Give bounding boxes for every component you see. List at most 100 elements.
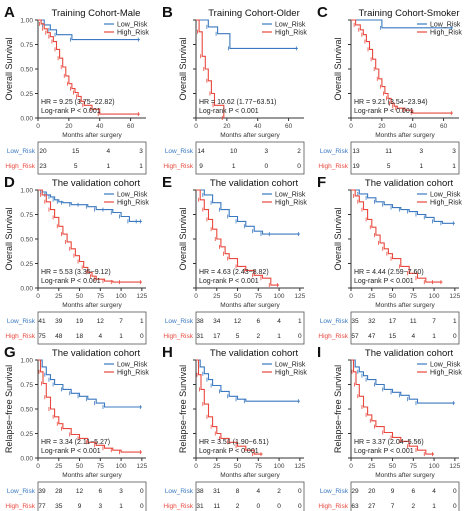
chart-title: The validation cohort: [52, 178, 141, 189]
x-tick-label: 0: [36, 293, 40, 300]
risk-table-cell: 31: [196, 333, 204, 340]
chart-title: The validation cohort: [365, 178, 454, 189]
risk-table-cell: 39: [38, 488, 46, 495]
y-tick-label: 0.00: [20, 286, 33, 293]
panel-label: H: [162, 344, 173, 361]
x-tick-label: 75: [97, 293, 105, 300]
x-axis-title: Months after surgery: [375, 132, 435, 139]
y-axis-title: Relapse−free Survival: [333, 365, 343, 453]
x-tick-label: 40: [96, 123, 104, 130]
risk-table-cell: 3: [139, 148, 143, 155]
y-tick-label: 0.75: [20, 42, 33, 49]
risk-table-box: [37, 311, 147, 345]
risk-table-cell: 32: [368, 318, 376, 325]
risk-table-cell: 4: [98, 333, 102, 340]
km-curve-low-risk: [196, 19, 298, 49]
x-tick-label: 50: [389, 463, 397, 470]
risk-table-cell: 35: [351, 318, 359, 325]
x-tick-label: 25: [55, 463, 63, 470]
log-rank-text: Log-rank P < 0.001: [199, 448, 259, 455]
risk-table-box: [37, 141, 147, 175]
panel-a: A Training Cohort-Male 0.00 0.25 0.50 0.75 1.0…: [4, 4, 149, 175]
x-tick-label: 50: [76, 293, 84, 300]
risk-table-cell: 57: [351, 333, 359, 340]
legend-label: Low_Risk: [117, 362, 148, 369]
risk-row-label-high: High_Risk: [318, 503, 348, 510]
risk-row-label-low: Low_Risk: [320, 488, 349, 495]
risk-table-box: [195, 481, 305, 511]
legend-label: Low_Risk: [117, 192, 148, 199]
km-curve-high-risk: [351, 359, 435, 455]
x-tick-label: 75: [255, 293, 263, 300]
hazard-ratio-text: HR = 5.53 (3.35−9.12): [41, 269, 111, 276]
km-curve-low-risk: [38, 19, 140, 41]
x-tick-label: 20: [378, 123, 386, 130]
risk-table-cell: 17: [213, 333, 221, 340]
x-axis-title: Months after surgery: [220, 302, 280, 309]
y-axis-title: Overall Survival: [333, 207, 343, 270]
risk-table-cell: 47: [368, 333, 376, 340]
y-tick-label: 0.00: [20, 116, 33, 123]
x-tick-label: 25: [368, 293, 376, 300]
risk-row-label-low: Low_Risk: [7, 318, 36, 325]
risk-table-box: [350, 311, 460, 345]
y-tick-label: 0.25: [20, 261, 33, 268]
x-axis-title: Months after surgery: [62, 472, 122, 479]
x-tick-label: 0: [194, 463, 198, 470]
y-tick-label: 0.00: [20, 456, 33, 463]
risk-table-cell: 1: [277, 333, 281, 340]
x-tick-label: 40: [254, 123, 262, 130]
risk-table-cell: 35: [55, 503, 63, 510]
y-axis-title: Overall Survival: [178, 207, 188, 270]
legend-label: Low_Risk: [430, 192, 461, 199]
x-axis-title: Months after surgery: [220, 132, 280, 139]
chart-title: Training Cohort-Male: [52, 8, 141, 19]
km-curve-low-risk: [38, 359, 142, 408]
risk-table-box: [195, 141, 305, 175]
x-tick-label: 125: [294, 463, 305, 470]
x-tick-label: 100: [274, 463, 285, 470]
risk-table-cell: 0: [453, 488, 457, 495]
risk-table-cell: 10: [230, 148, 238, 155]
risk-row-label-low: Low_Risk: [165, 488, 194, 495]
risk-table-cell: 1: [452, 163, 456, 170]
x-tick-label: 20: [65, 123, 73, 130]
risk-table-cell: 0: [256, 503, 260, 510]
legend-label: High_Risk: [275, 370, 307, 377]
panel-label: F: [317, 174, 326, 191]
risk-table-cell: 1: [420, 163, 424, 170]
x-tick-label: 100: [274, 293, 285, 300]
risk-table-cell: 31: [213, 488, 221, 495]
risk-table-cell: 27: [368, 503, 376, 510]
chart-title: Training Cohort-Smoker: [358, 8, 459, 19]
log-rank-text: Log-rank P < 0.001: [41, 448, 101, 455]
panel-e: E The validation cohort Overall Survival 0 2…: [162, 174, 307, 345]
chart-title: The validation cohort: [52, 348, 141, 359]
panel-label: B: [162, 4, 173, 21]
km-curve-high-risk: [196, 189, 280, 286]
risk-table-cell: 38: [196, 488, 204, 495]
log-rank-text: Log-rank P < 0.001: [199, 278, 259, 285]
risk-table-cell: 12: [76, 488, 84, 495]
y-tick-label: 0.50: [20, 237, 33, 244]
panel-label: I: [317, 344, 321, 361]
km-curve-low-risk: [196, 189, 300, 235]
risk-table-cell: 4: [277, 318, 281, 325]
y-tick-label: 0.25: [20, 91, 33, 98]
y-axis-title: Overall Survival: [4, 207, 14, 270]
risk-table-cell: 63: [351, 503, 359, 510]
x-tick-label: 25: [368, 463, 376, 470]
y-tick-label: 0.50: [20, 67, 33, 74]
hazard-ratio-text: HR = 3.51 (1.90−6.51): [199, 439, 269, 446]
log-rank-text: Log-rank P < 0.001: [41, 108, 101, 115]
km-curve-high-risk: [196, 19, 225, 118]
risk-table-box: [37, 481, 147, 511]
x-tick-label: 40: [409, 123, 417, 130]
risk-table-cell: 4: [432, 488, 436, 495]
risk-table-cell: 5: [74, 163, 78, 170]
risk-table-cell: 3: [119, 488, 123, 495]
risk-table-cell: 1: [298, 318, 302, 325]
x-axis-title: Months after surgery: [220, 472, 280, 479]
panel-c: C Training Cohort-Smoker Overall Survival 0…: [317, 4, 462, 175]
risk-table-cell: 6: [256, 318, 260, 325]
